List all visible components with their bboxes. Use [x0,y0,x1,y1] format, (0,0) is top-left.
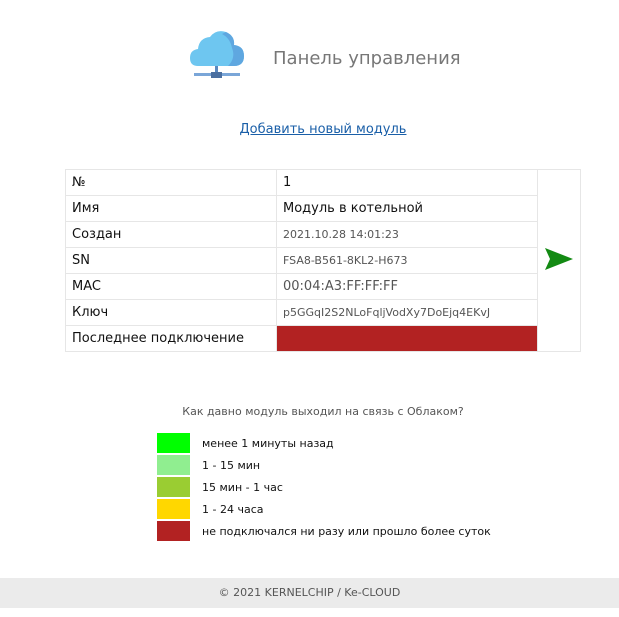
legend-question: Как давно модуль выходил на связь с Обла… [182,405,464,418]
legend-item: менее 1 минуты назад [157,432,491,454]
add-module-link[interactable]: Добавить новый модуль [239,122,407,137]
table-row: MAC 00:04:A3:FF:FF:FF [65,273,581,300]
legend-swatch [157,521,190,541]
row-label: SN [65,247,277,274]
legend-label: 1 - 24 часа [202,502,264,516]
row-label: Последнее подключение [65,325,277,352]
legend-item: 1 - 24 часа [157,498,491,520]
cloud-network-icon [190,31,244,78]
legend-label: не подключался ни разу или прошло более … [202,524,491,538]
row-value: Модуль в котельной [276,195,538,222]
legend-item: 1 - 15 мин [157,454,491,476]
row-value: FSA8-B561-8KL2-H673 [276,247,538,274]
legend-swatch [157,477,190,497]
legend-item: не подключался ни разу или прошло более … [157,520,491,542]
page-title: Панель управления [273,47,461,69]
legend-label: 15 мин - 1 час [202,480,283,494]
module-table: № 1 Имя Модуль в котельной Создан 2021.10.2… [65,169,581,352]
table-row: № 1 [65,169,581,352]
row-value: 1 [276,169,538,196]
row-label: Создан [65,221,277,248]
legend-swatch [157,433,190,453]
row-label: № [65,169,277,196]
last-connection-status [276,325,538,352]
legend: менее 1 минуты назад 1 - 15 мин 15 мин - 1… [157,432,491,542]
row-value: 00:04:A3:FF:FF:FF [276,273,538,300]
row-label: Имя [65,195,277,222]
footer: © 2021 KERNELCHIP / Ke-CLOUD [0,578,619,608]
legend-swatch [157,499,190,519]
table-row: Ключ p5GGqI2S2NLoFqljVodXy7DoEjq4EKvJ [65,299,581,326]
legend-swatch [157,455,190,475]
legend-label: 1 - 15 мин [202,458,261,472]
legend-label: менее 1 минуты назад [202,436,334,450]
row-value: 2021.10.28 14:01:23 [276,221,538,248]
header: Панель управления [188,28,461,84]
table-row: Имя Модуль в котельной [65,195,581,222]
table-row: SN FSA8-B561-8KL2-H673 [65,247,581,274]
legend-item: 15 мин - 1 час [157,476,491,498]
open-module-button[interactable] [537,169,581,352]
row-label: MAC [65,273,277,300]
table-row: Создан 2021.10.28 14:01:23 [65,221,581,248]
green-arrow-right-icon [545,247,573,270]
row-value: p5GGqI2S2NLoFqljVodXy7DoEjq4EKvJ [276,299,538,326]
table-row: Последнее подключение [65,325,581,352]
row-label: Ключ [65,299,277,326]
